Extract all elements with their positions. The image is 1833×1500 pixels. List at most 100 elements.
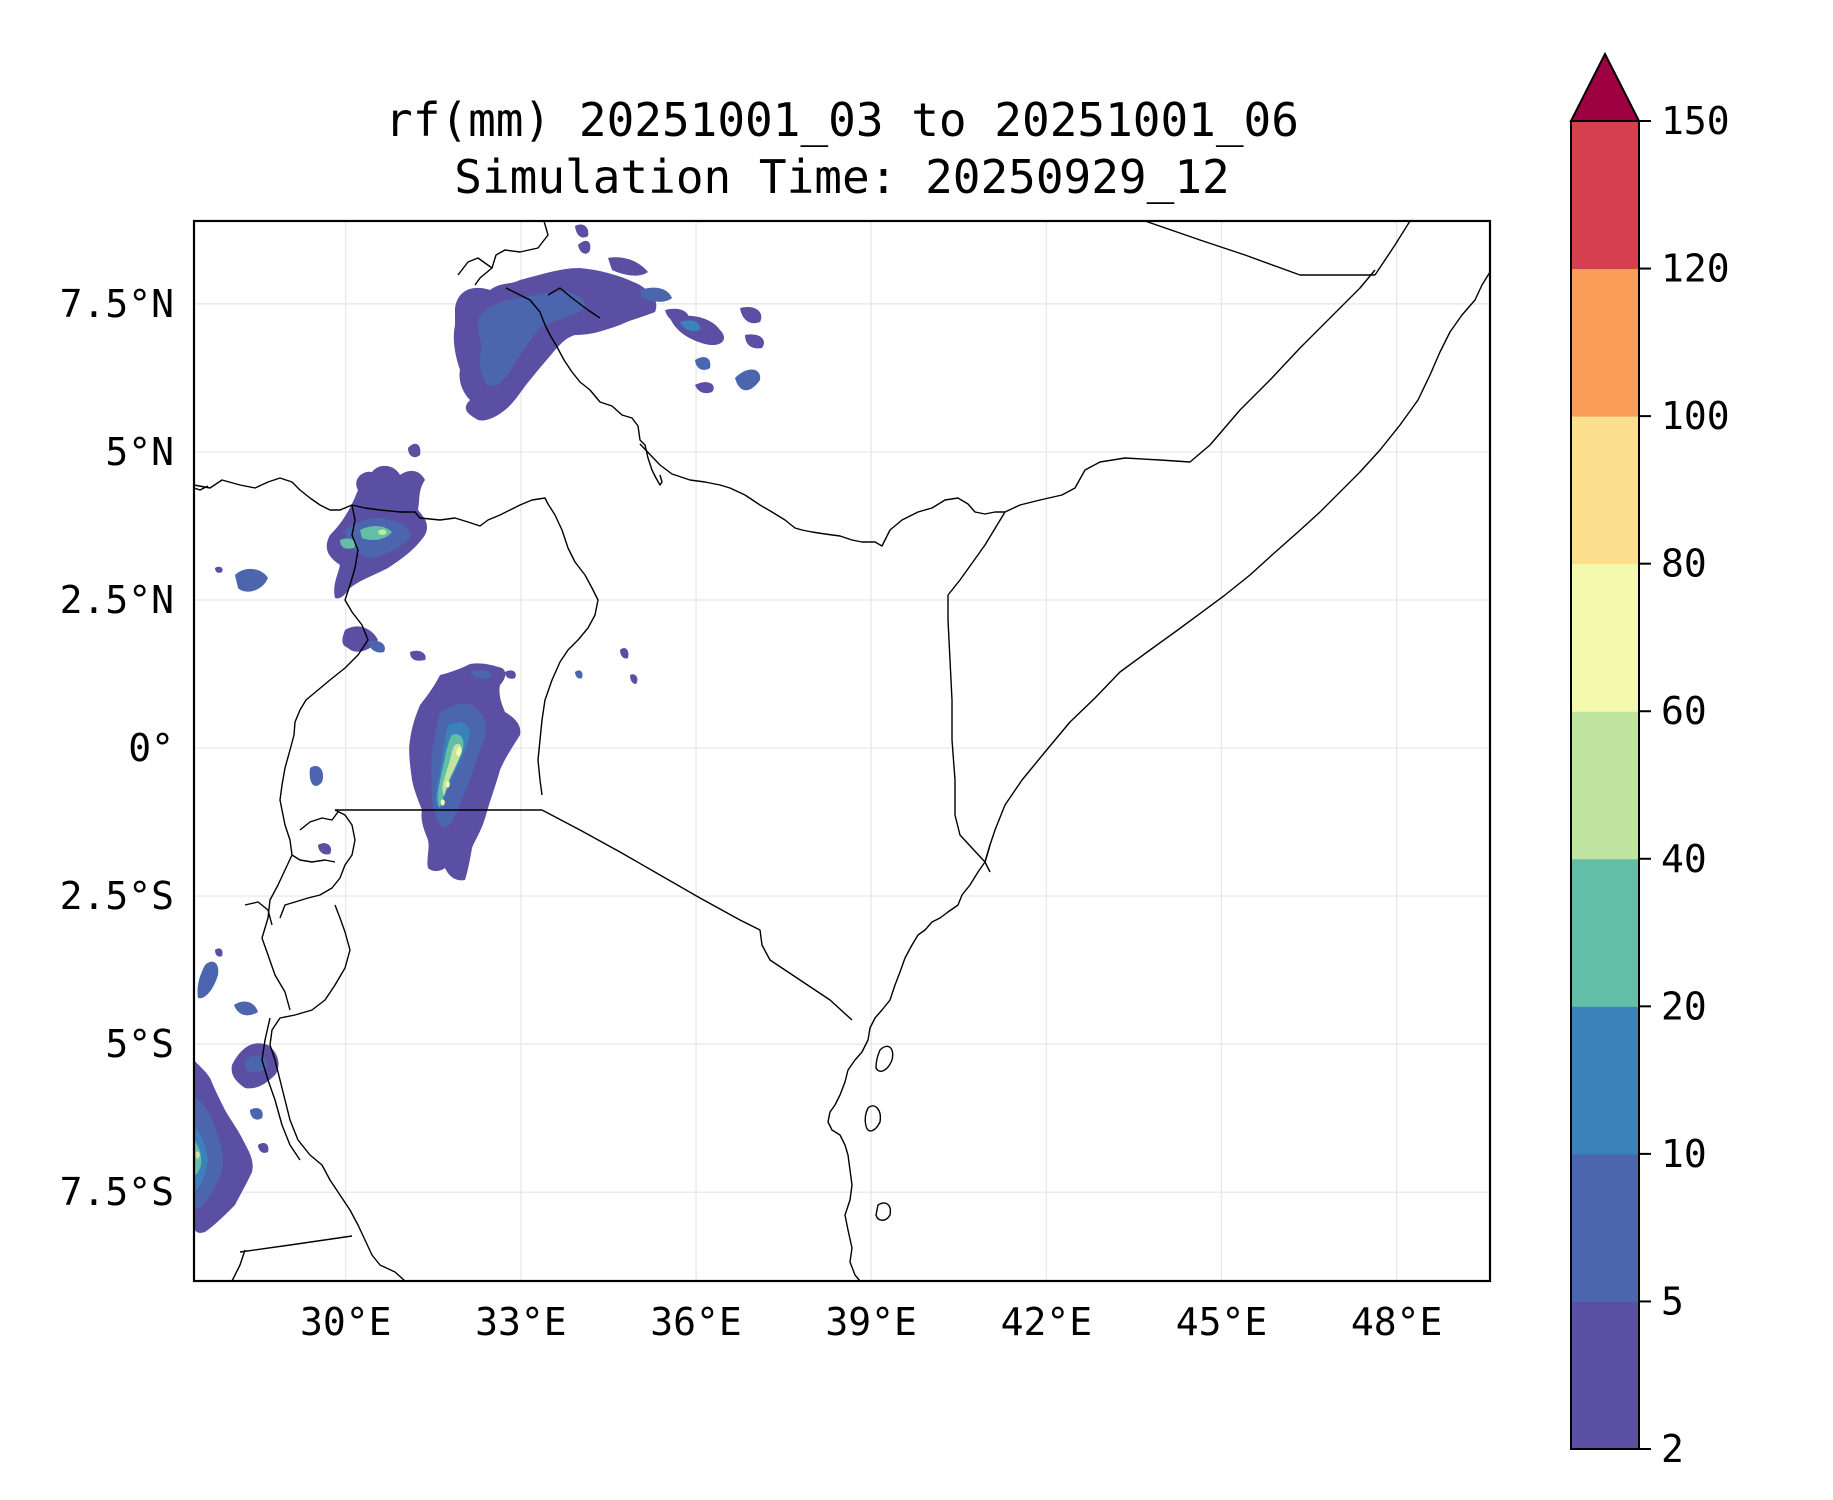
colorbar-box xyxy=(1571,711,1639,860)
colorbar-box xyxy=(1571,416,1639,565)
rain-area xyxy=(745,334,765,349)
rain-area xyxy=(575,670,583,679)
border-line xyxy=(547,287,601,319)
colorbar-box xyxy=(1571,1006,1639,1155)
border-line xyxy=(827,844,991,1281)
rain-area xyxy=(735,369,761,391)
rain-area xyxy=(505,670,516,679)
border-line xyxy=(269,904,406,1281)
lat-tick-label: 2.5°N xyxy=(60,578,174,622)
country-borders xyxy=(194,221,1490,1281)
colorbar-tick-label: 40 xyxy=(1661,837,1707,881)
lat-tick-label: 5°N xyxy=(105,430,174,474)
border-line xyxy=(244,901,273,926)
colorbar-box xyxy=(1571,858,1639,1007)
rain-region-lake-victoria xyxy=(309,647,638,881)
border-line xyxy=(239,1235,353,1253)
border-line xyxy=(1144,221,1375,276)
colorbar-tick-label: 20 xyxy=(1661,984,1707,1028)
rain-area xyxy=(195,1151,200,1159)
rain-area xyxy=(408,443,421,458)
rain-region-south-sudan-uganda xyxy=(215,443,428,661)
rain-area xyxy=(695,382,714,394)
rain-region-western-tanzania xyxy=(194,948,279,1233)
border-line xyxy=(1004,269,1376,513)
rain-area xyxy=(215,948,223,957)
rainfall-field xyxy=(194,224,765,1233)
rain-area xyxy=(440,799,445,806)
lat-tick-label: 7.5°N xyxy=(60,282,174,326)
title-line-2: Simulation Time: 20250929_12 xyxy=(454,150,1229,204)
rain-area xyxy=(318,843,332,855)
rain-area xyxy=(250,1107,263,1120)
rain-area xyxy=(360,526,392,540)
rain-area xyxy=(630,674,638,684)
border-line xyxy=(231,1249,246,1281)
border-line xyxy=(875,1045,894,1072)
colorbar-tick-label: 5 xyxy=(1661,1279,1684,1323)
map-panel: 30°E 33°E 36°E 39°E 42°E 45°E 48°E 7.5°N 5°N 2.5… xyxy=(60,219,1492,1344)
border-line xyxy=(541,809,853,1021)
rain-area xyxy=(258,1142,269,1153)
border-line xyxy=(279,809,356,919)
colorbar-tick-label: 120 xyxy=(1661,247,1730,291)
border-line xyxy=(639,443,1005,547)
colorbar-tick-label: 150 xyxy=(1661,99,1730,143)
border-line xyxy=(457,257,493,276)
lon-tick-label: 48°E xyxy=(1351,1300,1443,1344)
border-line xyxy=(984,271,1490,863)
lon-tick-label: 30°E xyxy=(300,1300,392,1344)
lat-tick-label: 5°S xyxy=(105,1022,174,1066)
latitude-ticks: 7.5°N 5°N 2.5°N 0° 2.5°S 5°S 7.5°S xyxy=(60,282,174,1214)
border-line xyxy=(505,287,663,486)
rain-area xyxy=(640,287,672,302)
rain-area xyxy=(368,640,385,653)
border-line xyxy=(875,1202,892,1221)
rain-area xyxy=(378,529,387,535)
rain-area xyxy=(309,765,324,786)
colorbar-box xyxy=(1571,268,1639,417)
border-line xyxy=(537,503,599,796)
rain-area xyxy=(477,291,586,387)
rain-area xyxy=(445,781,450,788)
rain-area xyxy=(342,626,378,652)
map-background xyxy=(194,221,1490,1281)
colorbar-box xyxy=(1571,121,1639,270)
colorbar-extend-triangle xyxy=(1569,51,1641,122)
rain-area xyxy=(456,747,462,757)
colorbar-frame xyxy=(1570,120,1640,1450)
colorbar-boxes xyxy=(1571,121,1639,1450)
rain-area xyxy=(620,647,629,659)
colorbar-tick-label: 2 xyxy=(1661,1427,1684,1471)
rain-area xyxy=(234,1001,258,1016)
colorbar-tick-label: 100 xyxy=(1661,394,1730,438)
lat-tick-label: 2.5°S xyxy=(60,874,174,918)
colorbar-ticks: 2 5 10 20 40 60 80 100 120 150 xyxy=(1639,99,1730,1471)
colorbar-tick-label: 80 xyxy=(1661,542,1707,586)
lon-tick-label: 36°E xyxy=(650,1300,742,1344)
colorbar: 2 5 10 20 40 60 80 100 120 150 xyxy=(1569,51,1730,1471)
rain-area xyxy=(740,306,762,324)
rain-area xyxy=(340,538,356,549)
lon-tick-label: 42°E xyxy=(1001,1300,1093,1344)
map-frame xyxy=(192,219,1492,1283)
colorbar-tick-label: 60 xyxy=(1661,689,1707,733)
border-line xyxy=(947,595,991,873)
rain-area xyxy=(695,357,711,370)
rain-area xyxy=(197,961,219,999)
rain-area xyxy=(215,566,223,573)
border-line xyxy=(299,811,339,831)
rain-area xyxy=(410,650,426,661)
lon-tick-label: 33°E xyxy=(475,1300,567,1344)
lon-tick-label: 45°E xyxy=(1176,1300,1268,1344)
rain-area xyxy=(470,669,492,679)
colorbar-tick-label: 10 xyxy=(1661,1132,1707,1176)
border-line xyxy=(194,477,421,519)
rain-area xyxy=(578,240,591,254)
lat-tick-label: 0° xyxy=(128,726,174,770)
border-line xyxy=(1374,221,1411,276)
lon-tick-label: 39°E xyxy=(825,1300,917,1344)
colorbar-box xyxy=(1571,1153,1639,1302)
colorbar-box xyxy=(1571,563,1639,712)
